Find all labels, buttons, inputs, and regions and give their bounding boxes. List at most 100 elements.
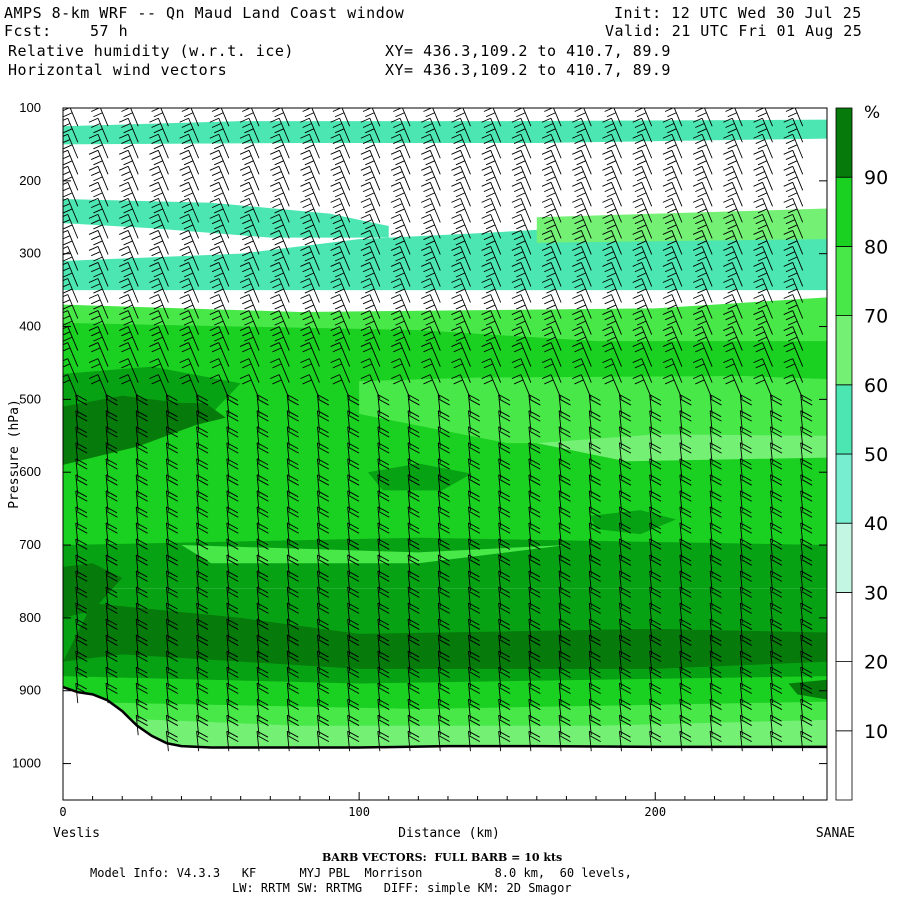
- y-tick-label: 800: [19, 610, 41, 625]
- wind-barb: [121, 108, 139, 127]
- wind-barb: [692, 278, 713, 303]
- wind-barb: [179, 213, 200, 239]
- wind-barb: [602, 278, 622, 303]
- wind-barb: [723, 278, 743, 303]
- plot-frame: [62, 107, 828, 801]
- wind-barb: [119, 310, 139, 335]
- wind-barb: [179, 278, 200, 303]
- wind-barb: [270, 342, 290, 367]
- wind-barb: [602, 117, 622, 143]
- xy-2: XY= 436.3,109.2 to 410.7, 89.9: [385, 61, 671, 79]
- x-tick-label: 0: [59, 805, 66, 819]
- wind-barb: [239, 326, 260, 351]
- wind-barb: [723, 181, 743, 207]
- wind-barb: [88, 197, 109, 223]
- wind-barb: [421, 117, 441, 143]
- wind-barb: [196, 730, 209, 752]
- wind-barb: [149, 230, 169, 255]
- wind-barb: [270, 358, 290, 383]
- wind-barb: [753, 262, 773, 287]
- wind-barb: [209, 181, 230, 207]
- wind-barb: [511, 181, 532, 207]
- wind-barb: [692, 262, 713, 287]
- wind-barb: [753, 181, 773, 207]
- wind-barb: [300, 149, 320, 175]
- colorbar-segment: [835, 176, 853, 247]
- wind-barb: [149, 326, 169, 351]
- wind-barb: [541, 326, 562, 351]
- wind-barb: [421, 358, 441, 383]
- wind-barb: [541, 230, 562, 255]
- wind-barb: [119, 230, 139, 255]
- wind-barb: [511, 262, 532, 287]
- wind-barb: [209, 246, 230, 271]
- wind-barb: [179, 181, 200, 207]
- wind-barb: [149, 213, 169, 239]
- wind-barb: [723, 310, 743, 335]
- colorbar-label: 70: [864, 306, 888, 328]
- wind-barb: [528, 730, 541, 752]
- wind-barb: [451, 213, 471, 239]
- wind-barb: [330, 230, 351, 255]
- wind-barb: [511, 326, 532, 351]
- wind-barb: [119, 181, 139, 207]
- rh-region-90-10: [145, 403, 226, 429]
- wind-barb: [390, 358, 411, 383]
- wind-barb: [239, 181, 260, 207]
- wind-barb: [632, 230, 653, 255]
- wind-barb: [723, 246, 743, 271]
- wind-barb: [239, 262, 260, 287]
- wind-barb: [481, 230, 502, 255]
- forecast-hours: 57 h: [90, 22, 129, 40]
- colorbar-segment: [835, 661, 853, 732]
- wind-barb: [451, 133, 471, 159]
- wind-barb: [662, 246, 683, 271]
- wind-barb: [632, 342, 653, 367]
- wind-barb: [330, 262, 351, 287]
- wind-barb: [360, 310, 381, 335]
- wind-barb: [572, 342, 592, 367]
- y-tick-label: 400: [19, 319, 41, 334]
- wind-barb: [451, 165, 471, 191]
- wind-barb: [481, 181, 502, 207]
- wind-barb: [149, 278, 169, 303]
- wind-barb: [88, 117, 109, 143]
- wind-barb: [723, 326, 743, 351]
- colorbar-label: 90: [864, 167, 888, 189]
- wind-barb: [421, 310, 441, 335]
- wind-barb: [360, 326, 381, 351]
- wind-barb: [783, 133, 804, 159]
- wind-barb: [330, 181, 351, 207]
- wind-barb: [209, 294, 230, 319]
- wind-barb: [300, 197, 320, 223]
- colorbar-segment: [835, 522, 853, 593]
- wind-barb: [256, 730, 269, 752]
- wind-barb: [270, 181, 290, 207]
- wind-barb: [692, 326, 713, 351]
- wind-barb: [783, 181, 804, 207]
- x-axis-label: Distance (km): [398, 826, 500, 841]
- wind-barb: [149, 181, 169, 207]
- colorbar-label: 30: [864, 582, 888, 604]
- rh-region-50-21: [63, 716, 827, 748]
- wind-barb: [209, 326, 230, 351]
- colorbar-segment: [835, 730, 853, 801]
- wind-barb: [209, 262, 230, 287]
- wind-barb: [270, 262, 290, 287]
- wind-barb: [513, 108, 532, 127]
- wind-barb: [300, 213, 320, 239]
- xy-1: XY= 436.3,109.2 to 410.7, 89.9: [385, 42, 671, 60]
- y-tick-label: 500: [19, 391, 41, 406]
- wind-barb: [390, 246, 411, 271]
- wind-barb: [88, 262, 109, 287]
- wind-barb: [149, 197, 169, 223]
- wind-barb: [360, 262, 381, 287]
- wind-barb: [692, 117, 713, 143]
- wind-barb: [239, 358, 260, 383]
- wind-barb: [330, 213, 351, 239]
- wind-barb: [239, 246, 260, 271]
- wind-barb: [300, 358, 320, 383]
- wind-barb: [723, 230, 743, 255]
- wind-barb: [662, 342, 683, 367]
